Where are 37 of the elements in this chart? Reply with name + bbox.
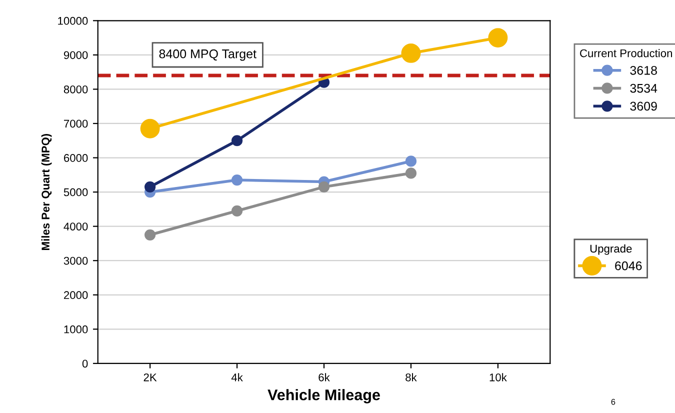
y-tick-label: 6000: [64, 154, 88, 162]
y-tick-label: 8000: [64, 85, 88, 94]
point: [405, 168, 417, 179]
y-tick-label: 1000: [64, 325, 88, 334]
y-tick-label: 2000: [64, 291, 88, 300]
x-tick-label: 2K: [144, 373, 157, 382]
y-tick-label: 3000: [64, 256, 88, 265]
point: [231, 174, 243, 186]
point: [144, 181, 156, 192]
x-tick-label: 6k: [318, 373, 330, 382]
y-axis-title: Miles Per Quart (MPQ): [41, 134, 52, 250]
point: [140, 118, 160, 138]
legend-label: 3609: [630, 102, 657, 111]
point: [231, 135, 243, 146]
point: [488, 28, 508, 48]
point: [405, 156, 417, 167]
ref-line-label: 8400 MPQ Target: [159, 49, 256, 61]
point: [231, 205, 243, 216]
y-tick-label: 7000: [64, 120, 88, 128]
x-tick-label: 4k: [231, 373, 243, 382]
point: [144, 229, 156, 240]
legend-title: Current Production: [580, 49, 672, 58]
legend-label: 3618: [630, 66, 657, 75]
x-axis-title: Vehicle Mileage: [268, 389, 380, 404]
legend-label: 3534: [630, 84, 658, 93]
y-tick-label: 9000: [64, 51, 88, 60]
x-tick-label: 10k: [490, 373, 507, 382]
legend-label: 6046: [615, 261, 642, 270]
point: [401, 43, 421, 63]
x-tick-label: 8k: [406, 373, 417, 382]
y-tick-label: 5000: [64, 188, 88, 196]
text: Upgrade: [590, 244, 632, 255]
text: 6: [611, 398, 616, 405]
y-tick-label: 0: [82, 360, 88, 368]
point: [318, 181, 330, 192]
y-tick-label: 10000: [58, 16, 88, 25]
y-tick-label: 4000: [64, 222, 88, 230]
